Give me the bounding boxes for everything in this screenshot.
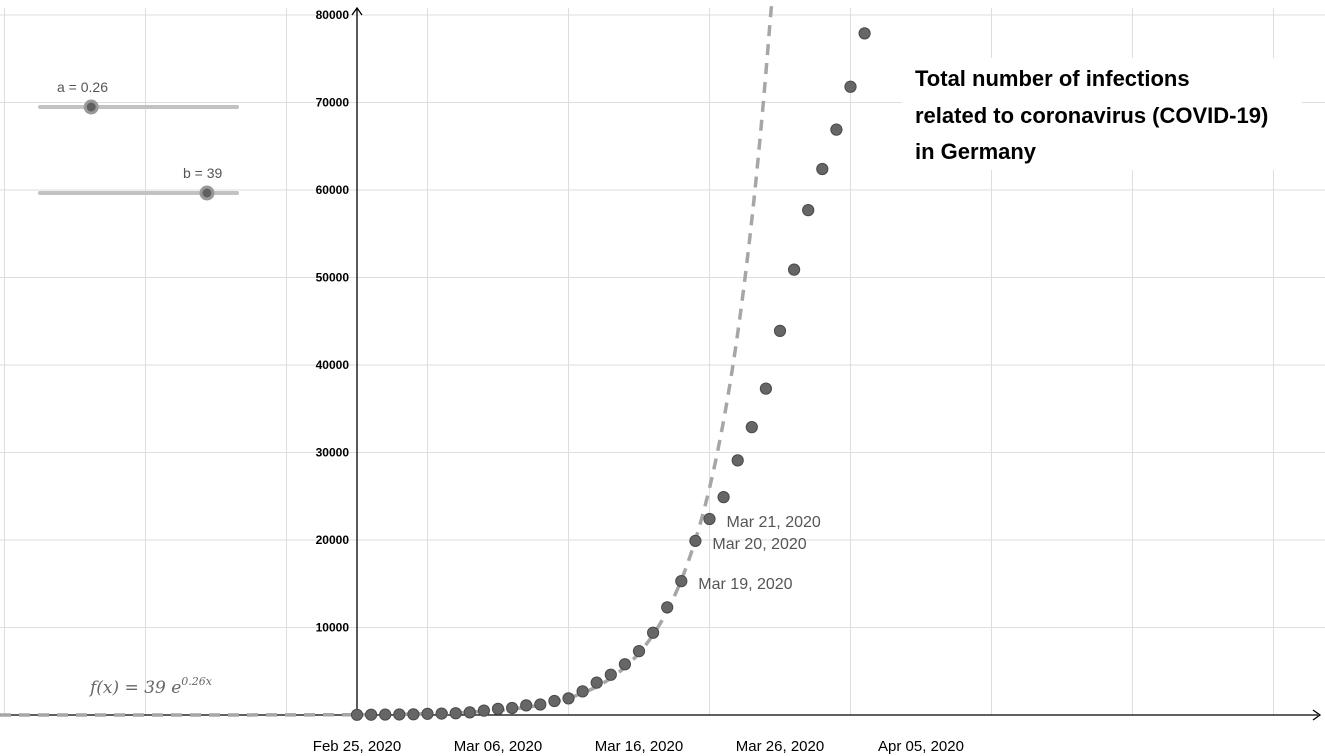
data-point bbox=[717, 491, 730, 504]
x-axis-arrow bbox=[1312, 709, 1322, 721]
y-tick-label: 10000 bbox=[316, 621, 350, 635]
y-tick-label: 60000 bbox=[316, 183, 350, 197]
data-point bbox=[421, 707, 434, 720]
slider-a-label: a = 0.26 bbox=[57, 79, 108, 95]
slider-b[interactable]: b = 39 bbox=[38, 165, 239, 201]
data-point bbox=[477, 704, 490, 717]
function-label: f(x) = 39 e0.26x bbox=[88, 675, 213, 698]
point-annotations: Mar 19, 2020 Mar 20, 2020 Mar 21, 2020 bbox=[698, 514, 821, 593]
data-point bbox=[365, 708, 378, 721]
title-background bbox=[902, 58, 1302, 170]
chart-title: Total number of infections related to co… bbox=[902, 58, 1302, 170]
data-point bbox=[435, 707, 448, 720]
y-tick-label: 20000 bbox=[316, 533, 350, 547]
data-point bbox=[675, 575, 688, 588]
data-point bbox=[562, 692, 575, 705]
data-point bbox=[773, 324, 787, 337]
data-point bbox=[407, 708, 420, 721]
slider-a-knob[interactable] bbox=[83, 99, 99, 115]
point-annotation: Mar 19, 2020 bbox=[698, 576, 792, 593]
data-point bbox=[759, 382, 773, 395]
data-point bbox=[393, 708, 406, 721]
data-point bbox=[604, 668, 617, 681]
data-point bbox=[632, 645, 646, 658]
data-point bbox=[576, 685, 589, 698]
slider-b-knob[interactable] bbox=[199, 185, 215, 201]
data-point bbox=[534, 698, 547, 711]
x-tick-label: Feb 25, 2020 bbox=[313, 738, 401, 755]
data-point bbox=[689, 534, 702, 547]
data-point bbox=[844, 80, 857, 93]
data-point bbox=[731, 454, 744, 467]
y-tick-label: 50000 bbox=[316, 271, 350, 285]
function-label-exponent: 0.26x bbox=[181, 675, 212, 688]
y-ticks: 10000 20000 30000 40000 50000 60000 70000 80000 bbox=[316, 8, 350, 635]
data-point bbox=[548, 694, 561, 708]
slider-a[interactable]: a = 0.26 bbox=[38, 79, 239, 115]
data-point bbox=[520, 699, 533, 712]
y-tick-label: 80000 bbox=[316, 8, 350, 22]
data-point bbox=[350, 708, 364, 721]
point-annotation: Mar 21, 2020 bbox=[727, 514, 821, 531]
data-point bbox=[491, 702, 505, 715]
data-point bbox=[647, 626, 660, 639]
function-label-base: f(x) = 39 e bbox=[88, 678, 181, 698]
x-tick-label: Mar 26, 2020 bbox=[736, 738, 824, 755]
title-line-1: Total number of infections bbox=[915, 66, 1190, 91]
x-tick-label: Mar 06, 2020 bbox=[454, 738, 542, 755]
data-point bbox=[661, 601, 674, 614]
title-line-3: in Germany bbox=[915, 139, 1037, 164]
data-point bbox=[858, 27, 871, 40]
data-point bbox=[505, 701, 519, 715]
data-point bbox=[703, 512, 716, 526]
y-tick-label: 30000 bbox=[316, 446, 350, 460]
data-point bbox=[802, 204, 815, 217]
x-tick-label: Apr 05, 2020 bbox=[878, 738, 964, 755]
data-point bbox=[590, 676, 603, 689]
title-line-2: related to coronavirus (COVID-19) bbox=[915, 103, 1268, 128]
slider-b-label: b = 39 bbox=[183, 165, 223, 181]
data-points bbox=[350, 27, 871, 721]
point-annotation: Mar 20, 2020 bbox=[712, 536, 806, 553]
data-point bbox=[618, 658, 632, 671]
x-tick-label: Mar 16, 2020 bbox=[595, 738, 683, 755]
x-ticks: Feb 25, 2020 Mar 06, 2020 Mar 16, 2020 Mar … bbox=[313, 738, 964, 755]
y-tick-label: 70000 bbox=[316, 96, 350, 110]
data-point bbox=[830, 123, 843, 136]
data-point bbox=[463, 706, 476, 719]
data-point bbox=[816, 162, 829, 176]
data-point bbox=[379, 708, 392, 721]
data-point bbox=[745, 421, 758, 434]
y-axis-arrow bbox=[351, 6, 363, 16]
data-point bbox=[449, 707, 462, 720]
data-point bbox=[788, 263, 801, 276]
y-tick-label: 40000 bbox=[316, 358, 350, 372]
grid bbox=[0, 8, 1325, 715]
